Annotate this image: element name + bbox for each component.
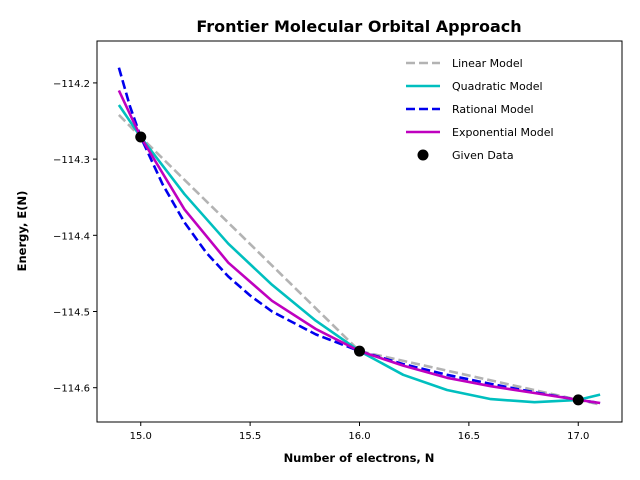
x-tick-label: 17.0	[567, 431, 589, 442]
y-tick-label: −114.6	[53, 384, 90, 395]
x-axis-ticks: 15.0 15.5 16.0 16.5 17.0	[130, 422, 589, 442]
x-axis-label: Number of electrons, N	[284, 451, 435, 465]
legend-item-exponential-model: Exponential Model	[406, 126, 554, 139]
x-tick-label: 15.0	[130, 431, 152, 442]
legend-label: Exponential Model	[452, 126, 554, 139]
legend: Linear Model Quadratic Model Rational Mode…	[406, 57, 554, 162]
legend-marker	[417, 149, 429, 161]
series-line-linear-model	[117, 113, 601, 406]
legend-label: Rational Model	[452, 103, 534, 116]
given-data-point	[135, 131, 147, 143]
legend-label: Quadratic Model	[452, 80, 543, 93]
legend-item-linear-model: Linear Model	[406, 57, 523, 70]
legend-item-quadratic-model: Quadratic Model	[406, 80, 543, 93]
legend-item-rational-model: Rational Model	[406, 103, 534, 116]
given-data-point	[572, 394, 584, 406]
y-tick-label: −114.4	[53, 231, 90, 242]
y-axis-ticks: −114.2 −114.3 −114.4 −114.5 −114.6	[53, 79, 97, 395]
legend-label: Given Data	[452, 149, 514, 162]
y-axis-label: Energy, E(N)	[15, 191, 29, 272]
legend-label: Linear Model	[452, 57, 523, 70]
y-tick-label: −114.2	[53, 79, 90, 90]
series-line-quadratic-model	[117, 104, 601, 404]
y-tick-label: −114.3	[53, 155, 90, 166]
series-line-rational-model	[117, 67, 601, 405]
plot-frame	[96, 40, 623, 423]
x-tick-label: 16.5	[458, 431, 480, 442]
chart-title: Frontier Molecular Orbital Approach	[196, 17, 521, 36]
x-tick-label: 15.5	[239, 431, 261, 442]
x-tick-label: 16.0	[348, 431, 370, 442]
y-tick-label: −114.5	[53, 308, 90, 319]
given-data-point	[354, 345, 365, 357]
legend-item-given-data: Given Data	[417, 149, 514, 162]
data-points	[135, 131, 584, 406]
